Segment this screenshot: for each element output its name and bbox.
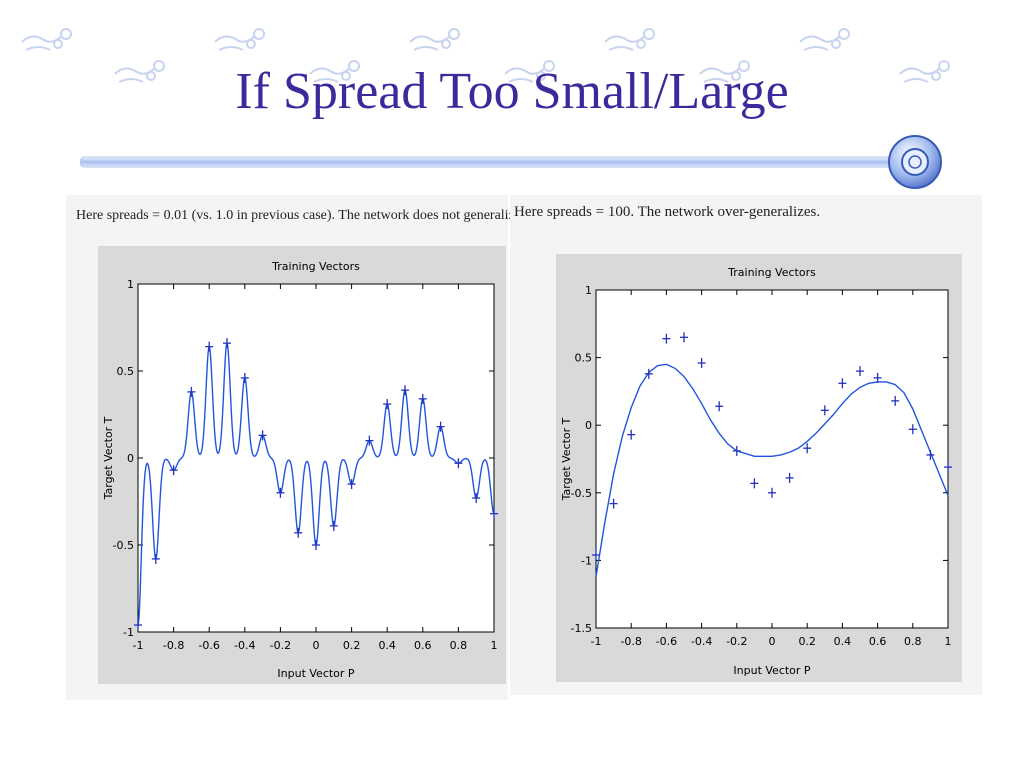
training-point bbox=[383, 399, 392, 410]
training-point bbox=[732, 445, 741, 456]
plot-area bbox=[595, 289, 949, 629]
left-figure-caption: Here spreads = 0.01 (vs. 1.0 in previous… bbox=[76, 208, 525, 223]
training-point bbox=[472, 493, 481, 504]
training-point bbox=[401, 385, 409, 396]
training-point bbox=[436, 421, 445, 432]
right-chart: Training Vectors Input Vector P Target Vec… bbox=[556, 254, 962, 682]
x-tick-label: -0.2 bbox=[726, 635, 747, 648]
training-point bbox=[365, 435, 374, 446]
x-tick-label: 0.6 bbox=[414, 639, 432, 652]
x-tick-label: -0.8 bbox=[620, 635, 641, 648]
x-tick-label: -0.8 bbox=[163, 639, 184, 652]
title-divider bbox=[80, 156, 900, 168]
training-point bbox=[803, 443, 812, 454]
training-point bbox=[662, 333, 671, 344]
x-tick-label: 0.4 bbox=[834, 635, 852, 648]
x-tick-label: 0.4 bbox=[378, 639, 396, 652]
slide-title: If Spread Too Small/Large bbox=[235, 63, 789, 120]
training-point bbox=[312, 540, 320, 550]
left-chart: Training Vectors Input Vector P Target Vec… bbox=[98, 246, 506, 684]
training-point bbox=[347, 479, 356, 490]
x-axis-label: Input Vector P bbox=[733, 664, 811, 677]
training-point bbox=[454, 458, 463, 469]
x-tick-label: 0 bbox=[313, 639, 320, 652]
training-point bbox=[169, 465, 178, 476]
training-point bbox=[891, 395, 900, 406]
y-axis-label: Target Vector T bbox=[560, 417, 573, 501]
training-point bbox=[240, 372, 249, 383]
y-tick-label: -0.5 bbox=[113, 539, 134, 552]
training-point bbox=[680, 332, 688, 343]
y-tick-label: -1 bbox=[581, 554, 592, 567]
right-figure-caption: Here spreads = 100. The network over-gen… bbox=[514, 204, 821, 220]
y-tick-label: 0.5 bbox=[117, 365, 135, 378]
training-point bbox=[697, 358, 706, 369]
chart-title: Training Vectors bbox=[271, 260, 360, 273]
y-axis-label: Target Vector T bbox=[102, 416, 115, 500]
training-point bbox=[205, 341, 214, 352]
training-point bbox=[490, 508, 498, 519]
x-axis-label: Input Vector P bbox=[277, 667, 355, 680]
plot-area bbox=[137, 283, 495, 633]
y-tick-label: 1 bbox=[585, 284, 592, 297]
training-point bbox=[592, 549, 600, 560]
training-point bbox=[294, 527, 303, 538]
training-point bbox=[750, 478, 759, 489]
training-point bbox=[785, 472, 794, 483]
x-tick-label: -0.6 bbox=[656, 635, 677, 648]
x-tick-label: -1 bbox=[591, 635, 602, 648]
y-tick-label: -1 bbox=[123, 626, 134, 639]
training-point bbox=[944, 462, 952, 473]
x-tick-label: 0.2 bbox=[798, 635, 816, 648]
y-tick-label: 0 bbox=[127, 452, 134, 465]
x-tick-label: 1 bbox=[945, 635, 952, 648]
x-tick-label: -1 bbox=[133, 639, 144, 652]
training-point bbox=[134, 620, 142, 631]
y-tick-label: -1.5 bbox=[571, 622, 592, 635]
training-point bbox=[609, 498, 618, 509]
y-tick-label: 1 bbox=[127, 278, 134, 291]
training-point bbox=[715, 401, 724, 412]
chart-title: Training Vectors bbox=[727, 266, 816, 279]
training-point bbox=[768, 487, 776, 498]
training-point bbox=[223, 338, 231, 349]
training-point bbox=[873, 372, 882, 383]
network-output-line bbox=[595, 363, 949, 577]
x-tick-label: -0.4 bbox=[691, 635, 712, 648]
x-tick-label: 0 bbox=[769, 635, 776, 648]
training-point bbox=[820, 405, 829, 416]
training-point bbox=[187, 386, 196, 397]
training-point bbox=[418, 393, 427, 404]
x-tick-label: 0.8 bbox=[904, 635, 922, 648]
x-tick-label: -0.2 bbox=[270, 639, 291, 652]
x-tick-label: 0.2 bbox=[343, 639, 361, 652]
training-point bbox=[329, 520, 338, 531]
training-point bbox=[926, 449, 935, 460]
y-tick-label: 0 bbox=[585, 419, 592, 432]
training-point bbox=[151, 553, 160, 564]
ornament-icon bbox=[888, 135, 942, 189]
training-point bbox=[908, 424, 917, 435]
training-point bbox=[838, 378, 847, 389]
training-point bbox=[856, 366, 864, 377]
training-point bbox=[627, 429, 636, 440]
x-tick-label: -0.4 bbox=[234, 639, 255, 652]
x-tick-label: 0.6 bbox=[869, 635, 887, 648]
y-tick-label: 0.5 bbox=[575, 352, 593, 365]
training-point bbox=[644, 368, 653, 379]
training-point bbox=[276, 487, 285, 498]
x-tick-label: 1 bbox=[491, 639, 498, 652]
x-tick-label: -0.6 bbox=[198, 639, 219, 652]
x-tick-label: 0.8 bbox=[450, 639, 468, 652]
y-tick-label: -0.5 bbox=[571, 487, 592, 500]
training-point bbox=[258, 430, 267, 441]
